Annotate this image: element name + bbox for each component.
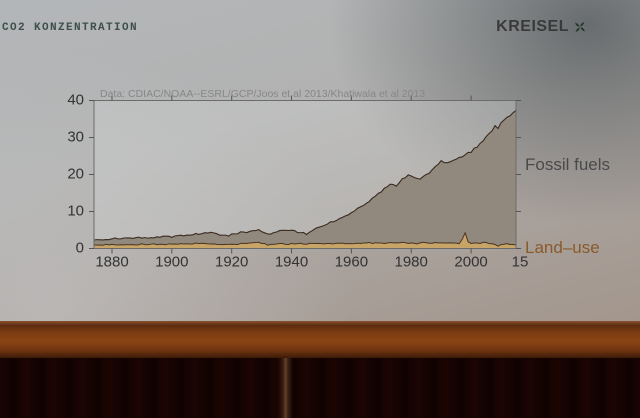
svg-text:20: 20	[67, 166, 84, 183]
svg-text:1900: 1900	[155, 254, 188, 271]
svg-text:1980: 1980	[395, 254, 428, 271]
svg-text:10: 10	[67, 203, 84, 220]
svg-text:1960: 1960	[335, 254, 368, 271]
svg-text:1920: 1920	[215, 254, 248, 271]
svg-text:40: 40	[67, 92, 84, 109]
svg-text:0: 0	[76, 240, 84, 257]
svg-text:1940: 1940	[275, 254, 308, 271]
svg-text:30: 30	[67, 129, 84, 146]
svg-text:1880: 1880	[95, 254, 128, 271]
svg-text:2000: 2000	[454, 254, 487, 271]
